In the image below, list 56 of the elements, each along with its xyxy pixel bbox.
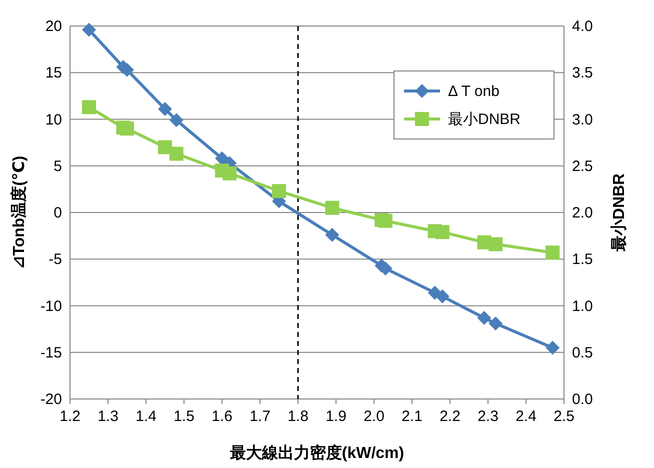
y-tick-label: -15 [40, 344, 62, 362]
y-tick-label: 0 [54, 204, 62, 222]
x-tick-label: 2.3 [478, 408, 498, 425]
x-tick-label: 1.6 [212, 408, 232, 425]
x-tick-label: 1.2 [60, 408, 80, 425]
y-tick-label: -20 [40, 391, 62, 408]
point [546, 246, 560, 260]
point [488, 316, 503, 330]
y2-tick-label: 1.0 [572, 298, 593, 315]
x-tick-label: 2.4 [516, 408, 536, 425]
y2-tick-label: 4.0 [572, 18, 593, 35]
x-axis-title: 最大線出力密度(kW/cm) [228, 443, 404, 462]
y2-tick-label: 0.5 [572, 344, 593, 362]
point [378, 214, 392, 228]
point [435, 225, 450, 240]
point [222, 166, 237, 180]
point [82, 22, 96, 37]
y-tick-label: 20 [45, 18, 62, 35]
point [169, 146, 184, 161]
y-tick-label: 10 [45, 111, 62, 128]
x-tick-label: 2.5 [554, 408, 574, 425]
y2-tick-label: 1.5 [572, 251, 593, 268]
point [158, 140, 172, 154]
x-tick-label: 1.9 [326, 408, 346, 425]
point [169, 113, 184, 128]
x-tick-label: 2.0 [364, 408, 384, 425]
point [546, 340, 560, 355]
x-tick-label: 1.3 [98, 408, 118, 425]
point [435, 289, 450, 304]
point [488, 237, 503, 252]
point [325, 228, 340, 242]
x-tick-label: 2.2 [440, 408, 460, 425]
x-tick-label: 1.4 [136, 408, 156, 425]
y-tick-label: -10 [40, 298, 62, 315]
y-axis-title: ⊿Tonb温度(℃) [9, 156, 28, 270]
y2-axis-title: 最小DNBR [610, 172, 628, 253]
point [272, 184, 286, 198]
point [158, 102, 172, 116]
legend-label: 最小DNBR [448, 111, 521, 128]
y-tick-label: 5 [54, 158, 62, 175]
legend-label: Δ T onb [448, 83, 500, 100]
y-tick-label: 15 [45, 64, 62, 82]
point [325, 200, 340, 215]
y2-tick-label: 0.0 [572, 391, 593, 408]
point [120, 122, 134, 136]
y2-tick-label: 3.0 [572, 111, 593, 128]
x-tick-label: 1.8 [288, 408, 308, 425]
point [82, 100, 96, 114]
y2-tick-label: 2.0 [572, 204, 593, 222]
y2-tick-label: 2.5 [572, 158, 593, 175]
x-tick-label: 1.5 [174, 408, 194, 425]
y-tick-label: -5 [48, 251, 62, 268]
x-tick-label: 1.7 [250, 408, 270, 425]
y2-tick-label: 3.5 [572, 64, 593, 82]
x-tick-label: 2.1 [402, 408, 422, 425]
point [477, 310, 492, 325]
